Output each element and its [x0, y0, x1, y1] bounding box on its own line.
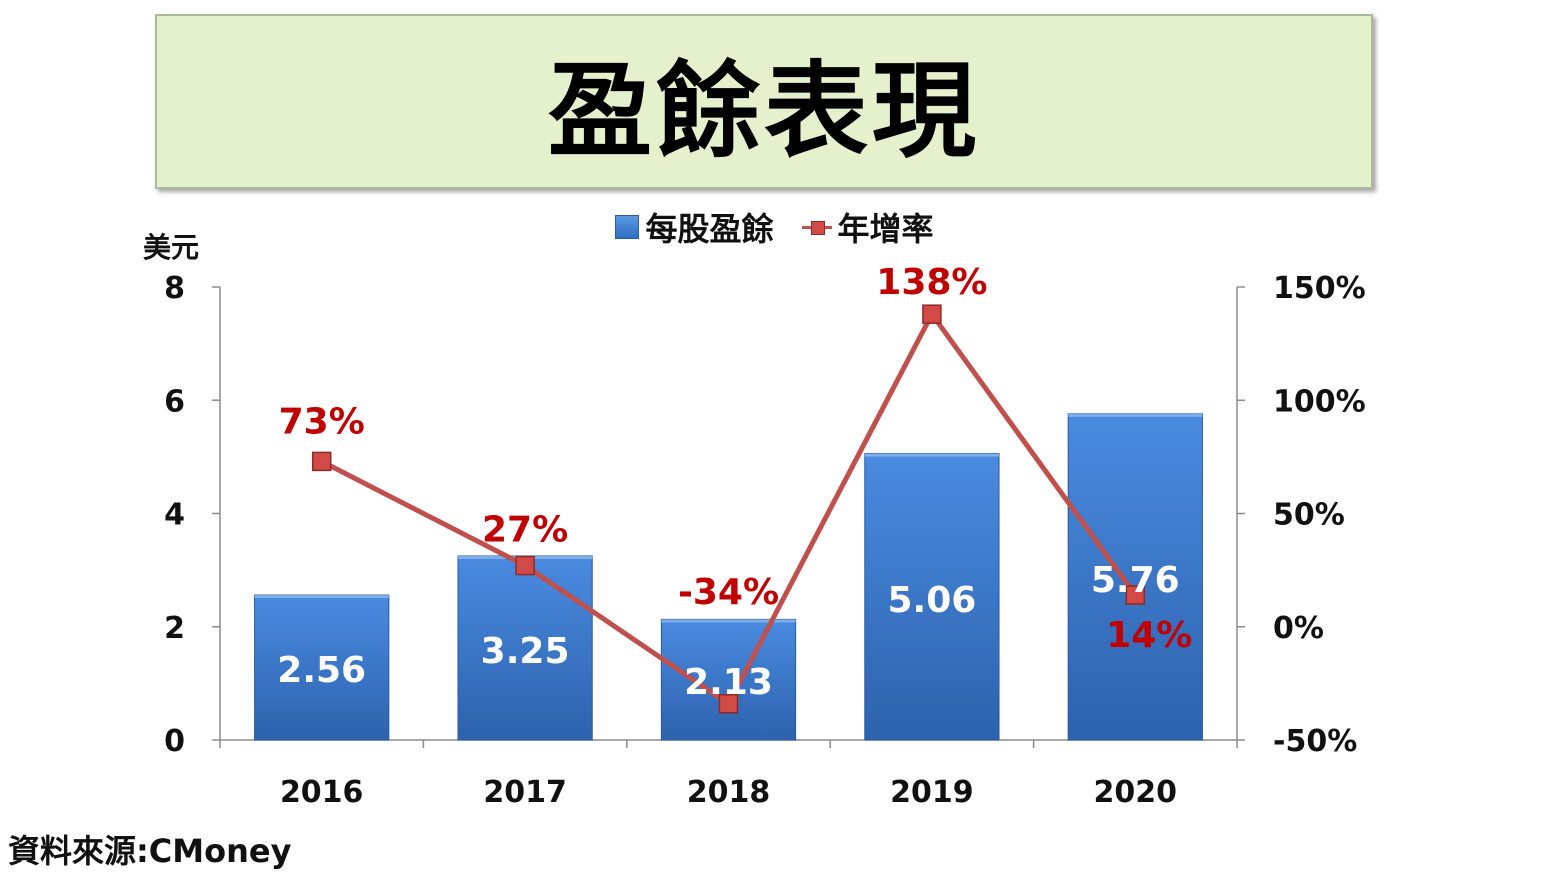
legend-line-swatch-icon: [801, 216, 832, 238]
eps-bar: [1067, 413, 1203, 741]
y-axis-unit-label: 美元: [143, 231, 200, 264]
eps-bar-highlight: [1068, 413, 1203, 417]
y-tick-label-right: 150%: [1273, 271, 1366, 306]
legend-item-growth: 年增率: [801, 204, 934, 250]
legend-label-growth: 年增率: [837, 210, 934, 248]
y-tick-label-left: 2: [164, 611, 185, 646]
eps-bar: [660, 618, 797, 741]
eps-bar-label: 2.56: [277, 650, 366, 691]
eps-bar-label: 5.76: [1091, 560, 1180, 601]
y-tick-label-left: 0: [164, 724, 185, 759]
growth-marker: [1125, 585, 1146, 605]
growth-label: 14%: [1106, 615, 1192, 656]
y-tick-label-right: 50%: [1273, 498, 1345, 533]
legend-bar-swatch-icon: [615, 215, 640, 239]
x-tick-label: 2017: [483, 775, 567, 810]
growth-marker: [311, 451, 332, 472]
eps-bar-highlight: [661, 619, 796, 623]
legend-label-eps: 每股盈餘: [645, 210, 774, 248]
growth-marker: [515, 555, 535, 576]
eps-bar-label: 3.25: [481, 631, 570, 672]
page-title: 盈餘表現: [547, 50, 980, 172]
eps-bar-label: 5.06: [887, 580, 976, 621]
y-tick-label-right: 100%: [1273, 384, 1366, 419]
eps-bar-highlight: [864, 453, 1000, 457]
y-tick-label-right: 0%: [1273, 611, 1324, 646]
growth-marker: [718, 694, 739, 714]
eps-bar-label: 2.13: [684, 662, 773, 703]
growth-label: 73%: [279, 401, 365, 442]
x-tick-label: 2019: [890, 775, 974, 810]
source-note: 資料來源:CMoney: [8, 832, 292, 870]
growth-label: 27%: [482, 510, 568, 551]
chart-legend: 每股盈餘 年增率: [0, 204, 1549, 250]
x-tick-label: 2018: [687, 775, 771, 810]
growth-label: 138%: [876, 262, 987, 303]
y-tick-label-left: 6: [164, 384, 185, 419]
growth-label: -34%: [678, 572, 779, 613]
growth-marker: [922, 304, 942, 324]
x-tick-label: 2020: [1094, 775, 1178, 810]
eps-bar-highlight: [254, 595, 389, 599]
eps-bar: [457, 555, 593, 741]
y-tick-label-left: 4: [164, 498, 185, 533]
x-tick-label: 2016: [280, 775, 364, 810]
y-tick-label-right: -50%: [1273, 724, 1357, 759]
y-tick-label-left: 8: [164, 271, 185, 306]
legend-item-eps: 每股盈餘: [615, 204, 774, 250]
title-banner: 盈餘表現: [155, 14, 1373, 189]
